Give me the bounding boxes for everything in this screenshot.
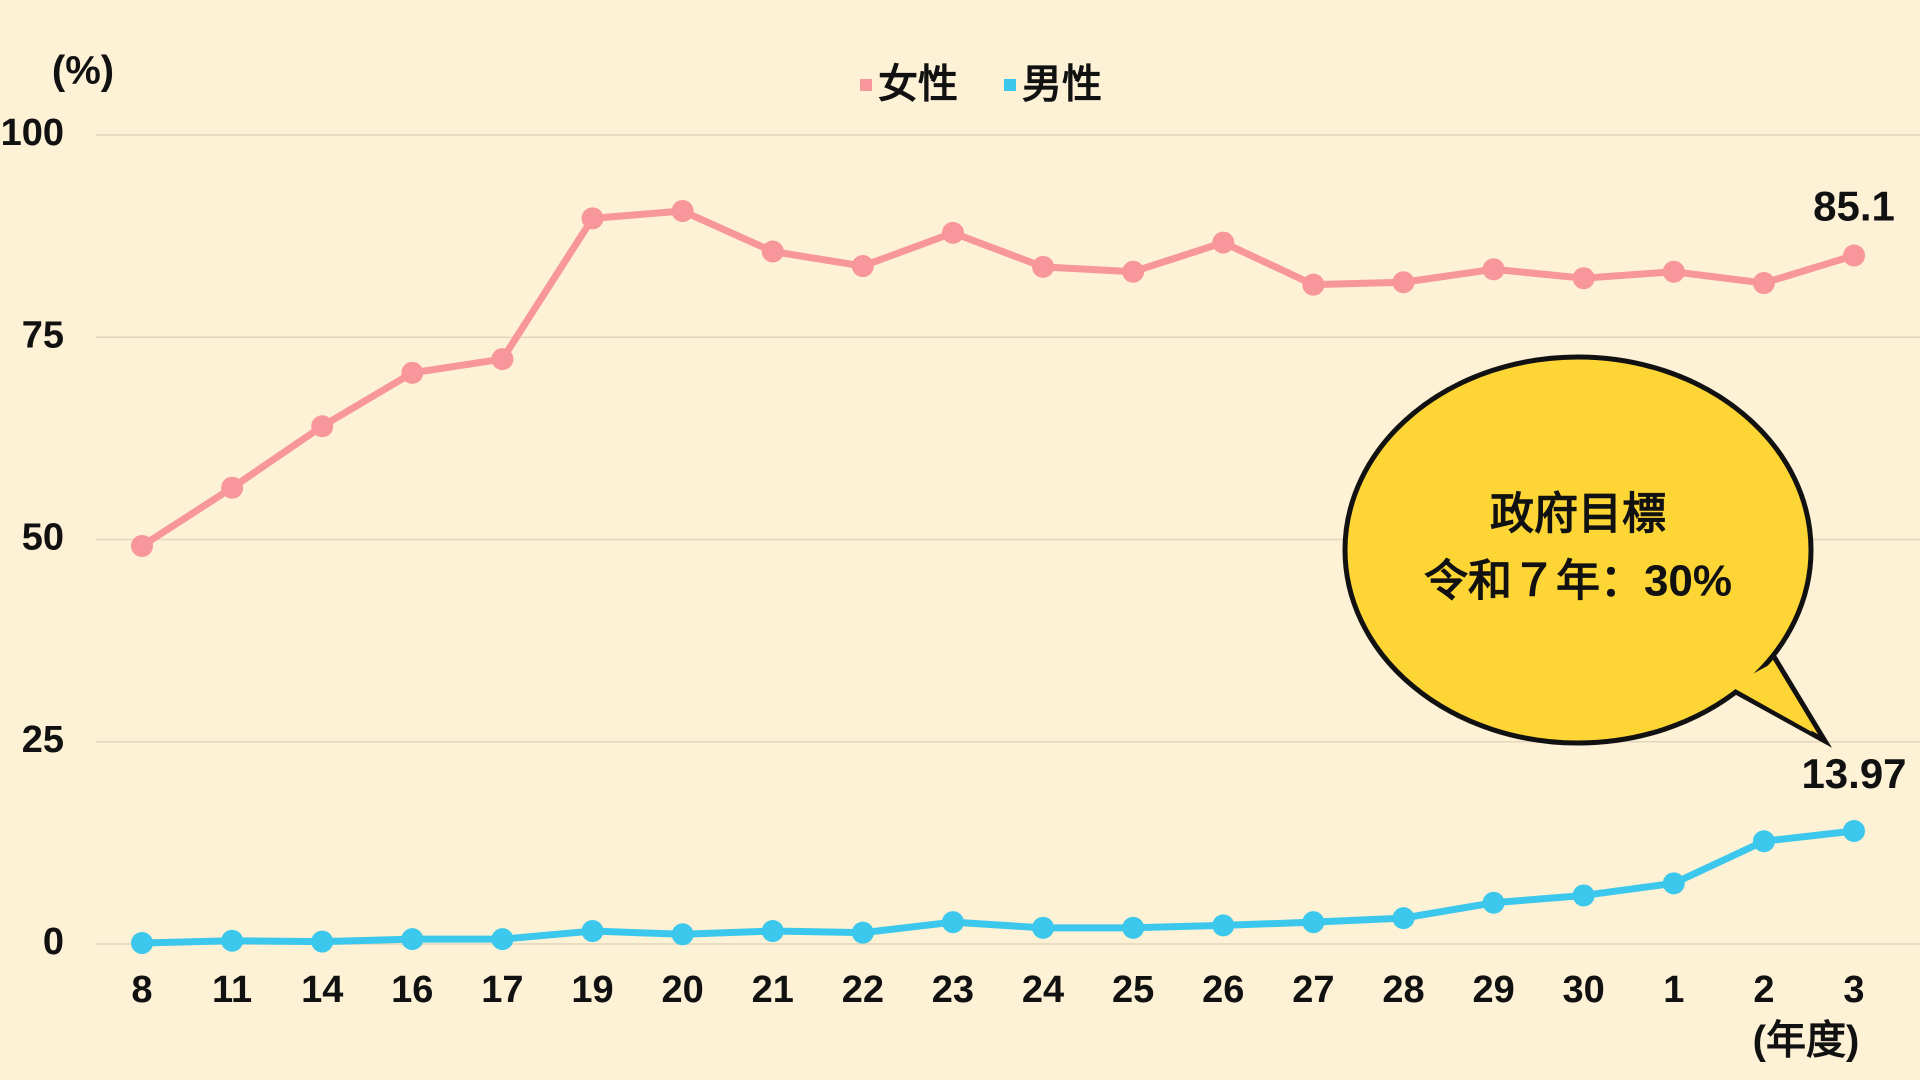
y-tick-label: 75: [22, 314, 64, 356]
x-tick-label: 26: [1202, 969, 1244, 1011]
data-point: [131, 932, 153, 955]
data-point: [671, 200, 694, 223]
x-tick-label: 16: [391, 969, 433, 1011]
data-point: [761, 240, 784, 263]
data-point: [311, 930, 334, 953]
x-tick-label: 14: [301, 969, 343, 1011]
legend-label: 男性: [1022, 63, 1102, 107]
y-tick-label: 0: [43, 921, 64, 963]
callout-text: 政府目標: [1490, 490, 1666, 539]
data-point: [941, 911, 964, 934]
data-point: [941, 221, 964, 244]
y-axis-label: (%): [52, 49, 114, 93]
data-point: [1482, 891, 1505, 914]
data-point: [581, 920, 604, 943]
data-point: [1392, 271, 1415, 294]
data-point: [1122, 916, 1145, 939]
data-point: [1302, 273, 1325, 296]
data-point: [1482, 258, 1505, 281]
x-tick-label: 3: [1843, 969, 1864, 1011]
legend-swatch: [860, 79, 872, 91]
legend-swatch: [1004, 79, 1016, 91]
x-tick-label: 28: [1382, 969, 1424, 1011]
x-tick-label: 24: [1022, 969, 1064, 1011]
data-point: [491, 348, 514, 371]
x-tick-label: 21: [752, 969, 794, 1011]
y-tick-label: 25: [22, 719, 64, 761]
x-tick-label: 30: [1563, 969, 1605, 1011]
data-point: [1302, 911, 1325, 934]
data-point: [851, 255, 874, 278]
data-point: [311, 415, 334, 438]
x-tick-label: 1: [1663, 969, 1684, 1011]
x-tick-label: 11: [212, 969, 252, 1011]
x-tick-label: 20: [661, 969, 703, 1011]
x-tick-label: 25: [1112, 969, 1154, 1011]
data-point: [1752, 272, 1775, 295]
data-point: [1032, 255, 1055, 278]
data-point: [131, 534, 153, 557]
data-point: [1662, 872, 1685, 895]
data-point: [1392, 907, 1415, 930]
data-point: [671, 923, 694, 946]
data-point: [1212, 914, 1235, 937]
callout-text: 令和７年：30%: [1424, 557, 1732, 606]
x-tick-label: 8: [131, 969, 152, 1011]
x-tick-label: 23: [932, 969, 974, 1011]
y-tick-label: 50: [22, 517, 64, 559]
data-point: [491, 928, 514, 951]
data-point: [761, 920, 784, 943]
legend-label: 女性: [878, 63, 958, 107]
series-line: [141, 827, 1855, 947]
data-point: [851, 921, 874, 944]
data-label: 13.97: [1801, 750, 1906, 797]
x-tick-label: 19: [571, 969, 613, 1011]
data-point: [1843, 244, 1865, 267]
x-axis-label: (年度): [1753, 1019, 1860, 1063]
x-tick-label: 29: [1472, 969, 1514, 1011]
y-tick-label: 100: [1, 112, 64, 154]
data-point: [1843, 819, 1865, 842]
x-tick-label: 22: [842, 969, 884, 1011]
data-point: [1572, 884, 1595, 907]
data-point: [1212, 231, 1235, 254]
x-tick-label: 2: [1753, 969, 1774, 1011]
data-point: [1572, 267, 1595, 290]
data-point: [581, 207, 604, 230]
x-tick-label: 27: [1292, 969, 1334, 1011]
data-label: 85.1: [1813, 183, 1895, 230]
data-point: [221, 929, 244, 952]
series-line: [140, 207, 1856, 549]
data-point: [401, 361, 424, 384]
callout-bubble: [1342, 354, 1814, 746]
x-tick-label: 17: [481, 969, 523, 1011]
data-point: [1122, 260, 1145, 283]
callout-tail-fill: [1730, 664, 1812, 732]
data-point: [1032, 916, 1055, 939]
data-point: [401, 928, 424, 951]
data-point: [1752, 830, 1775, 853]
data-point: [221, 476, 244, 499]
data-point: [1662, 260, 1685, 283]
